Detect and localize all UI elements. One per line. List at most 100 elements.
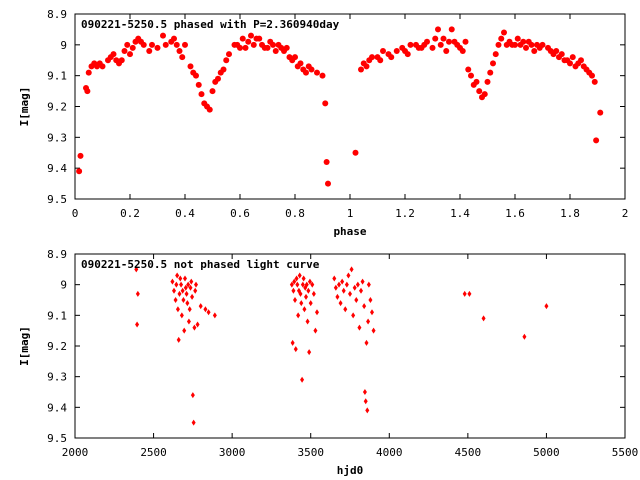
data-point [459,48,466,54]
x-tick-label: 1 [347,207,354,220]
data-point [176,336,181,343]
data-point [308,300,313,307]
data-point [173,41,180,48]
data-point [154,44,161,51]
data-point [305,318,310,325]
data-point [292,278,297,285]
data-point [272,48,279,54]
data-point [179,54,186,61]
data-point [293,346,298,353]
data-point [325,180,331,187]
x-tick-label: 5500 [612,446,639,459]
data-point [522,333,527,340]
data-point [177,290,182,297]
data-point [437,41,444,48]
data-point [354,297,359,303]
data-point [302,306,307,313]
data-point [357,324,362,331]
data-point [462,38,469,45]
data-point [195,81,202,88]
data-point [429,44,436,51]
data-point [351,312,356,319]
data-point [335,293,340,300]
data-point [558,51,565,58]
data-point [175,272,180,279]
data-point [174,281,179,288]
data-point [523,44,529,51]
data-point [440,35,447,42]
data-point [346,272,351,279]
data-point [170,278,175,285]
data-point [190,392,195,399]
data-point [172,287,176,294]
data-point [134,266,139,273]
data-point [171,35,177,42]
data-point [528,41,535,48]
data-point [435,26,441,33]
data-point [189,278,194,285]
data-point [127,51,133,58]
y-tick-label: 9.5 [47,432,67,445]
data-point [313,327,318,334]
data-point [310,281,315,288]
data-point [187,63,194,70]
data-point [355,281,360,288]
data-point [299,300,304,307]
y-tick-label: 9.3 [47,131,67,144]
data-point [186,318,191,325]
data-point [203,306,208,313]
data-point [291,287,296,294]
data-point [514,35,521,42]
data-point [341,287,346,294]
data-point [85,69,92,76]
data-point [195,321,200,328]
y-tick-label: 9.1 [47,309,67,322]
data-point [180,287,185,294]
data-point [283,44,290,51]
data-point [183,275,187,282]
data-point [181,297,186,303]
data-point [187,306,192,313]
data-points [134,266,549,426]
data-point [270,41,276,48]
data-point [498,35,505,42]
data-point [179,281,184,288]
data-point [308,66,315,73]
data-point [443,48,450,54]
data-point [223,57,230,64]
data-point [340,278,345,285]
data-point [490,60,496,67]
data-point [360,278,365,285]
data-point [256,35,263,42]
data-point [183,284,188,291]
data-point [245,38,252,45]
data-point [352,149,359,156]
data-point [544,303,549,310]
data-point [250,41,257,48]
x-tick-label: 1.4 [450,207,470,220]
y-tick-label: 9.2 [47,101,67,114]
data-point [298,290,303,297]
y-tick-label: 9.2 [47,340,67,353]
data-point [432,35,439,42]
y-tick-label: 9.5 [47,193,67,206]
data-point [520,38,527,45]
data-point [193,287,198,294]
data-point [289,281,294,288]
data-point [140,41,147,48]
data-point [248,32,254,39]
data-point [292,54,298,61]
data-point [481,315,486,322]
x-tick-label: 0.4 [175,207,195,220]
data-point [239,35,246,42]
data-point [135,290,140,297]
data-point [362,303,367,310]
data-point [193,72,199,79]
data-point [297,60,304,67]
y-tick-label: 9.4 [47,401,67,414]
data-point [190,293,195,300]
data-point [366,318,371,325]
data-point [182,41,188,48]
data-point [290,339,295,346]
